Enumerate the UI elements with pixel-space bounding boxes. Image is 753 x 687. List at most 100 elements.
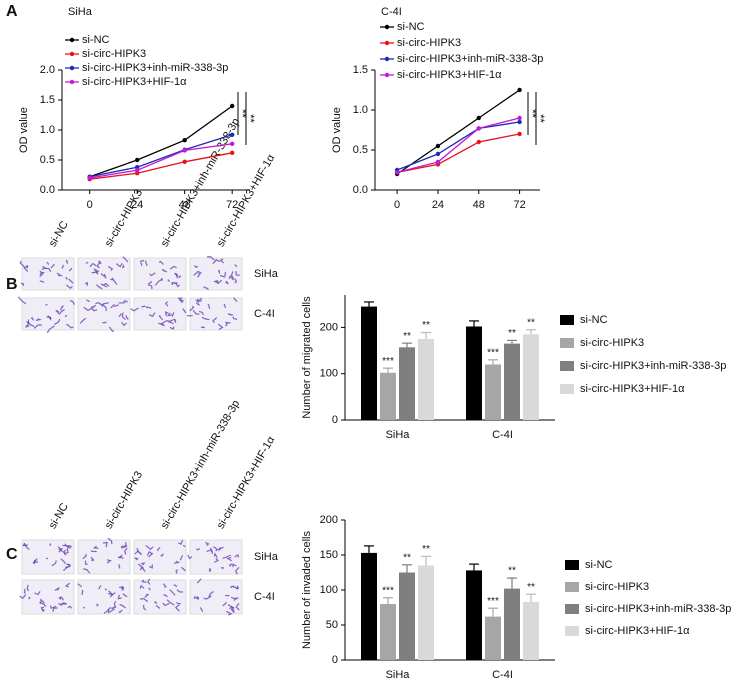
legend-swatch [560,315,574,325]
cell [68,278,74,284]
cell [19,594,27,600]
cell [217,269,221,274]
point [476,115,481,121]
cell [224,321,231,324]
x-tick-label: SiHa [386,669,411,681]
column-label: si-circ-HIPK3+HIF-1α [215,434,278,531]
legend-swatch [565,626,579,636]
cell [232,316,238,320]
legend-label: si-circ-HIPK3+HIF-1α [82,76,187,88]
cell [67,605,73,609]
cell [208,591,214,598]
significance-label: ** [244,114,256,123]
series-line [396,133,520,174]
micrograph [133,257,187,291]
y-tick-label: 200 [320,321,338,333]
cell [169,589,176,596]
legend-swatch [565,582,579,592]
cell [192,309,200,315]
cell [102,304,107,311]
cell [120,542,127,548]
cell [166,599,175,606]
x-tick-label: C-4I [492,429,513,441]
cell [28,596,31,600]
cell [182,308,187,314]
cell [100,273,107,280]
point [476,139,481,145]
y-tick-label: 0.0 [40,184,55,196]
cell [96,270,98,274]
legend-label: si-circ-HIPK3+HIF-1α [397,69,502,81]
cell [119,603,127,609]
legend-swatch [565,560,579,570]
cell [168,320,174,325]
legend-swatch [384,72,390,78]
x-tick-label: 48 [179,199,191,211]
cell [23,542,30,551]
bar [361,306,377,420]
cell [35,318,42,321]
y-tick-label: 150 [320,549,338,561]
cell [205,541,210,546]
cell [39,280,45,283]
x-tick-label: SiHa [386,429,411,441]
cell [149,272,156,277]
y-tick-label: 0 [332,414,338,426]
cell [179,555,183,561]
cell [193,264,199,269]
cell [144,593,150,598]
cell [103,282,110,287]
cell [113,304,119,308]
micrograph [133,579,187,615]
cell [148,552,154,558]
cell [60,596,64,601]
legend-swatch [69,65,75,71]
cell [79,317,87,324]
cell [91,304,97,309]
cell [69,300,75,305]
cell [227,313,234,316]
cell [90,306,98,312]
cell [195,302,201,306]
significance-label: ** [508,566,516,577]
cell [158,260,164,265]
cell [60,558,66,565]
cell [173,318,177,323]
cell [106,559,112,564]
cell [147,280,152,285]
cell [59,308,65,315]
cell [113,601,117,608]
cell [77,583,82,588]
cell [25,323,30,328]
cell [213,546,219,552]
cell [40,598,45,604]
cell [171,281,175,286]
bar [466,326,482,420]
cell [145,544,154,551]
cell [228,563,233,567]
point [135,157,140,163]
cell [214,557,219,563]
panel-label: C [6,546,18,563]
bar [418,338,434,420]
column-label: si-NC [47,501,71,531]
cell [160,553,165,557]
chart-title: SiHa [68,6,93,18]
cell [96,603,99,607]
cell [180,566,186,572]
legend-label: si-circ-HIPK3 [397,37,461,49]
series-line [396,89,520,175]
cell [66,284,73,289]
cell [140,562,146,566]
cell [34,590,41,596]
y-tick-label: 200 [320,514,338,526]
cell [203,286,209,291]
row-label: SiHa [254,268,279,280]
column-label: si-NC [47,219,71,249]
legend-label: si-circ-HIPK3+inh-miR-338-3p [82,62,228,74]
legend-label: si-circ-HIPK3+HIF-1α [580,383,685,395]
significance-label: ** [534,114,546,123]
cell [121,586,125,591]
micrograph [133,297,187,331]
cell [207,303,211,309]
